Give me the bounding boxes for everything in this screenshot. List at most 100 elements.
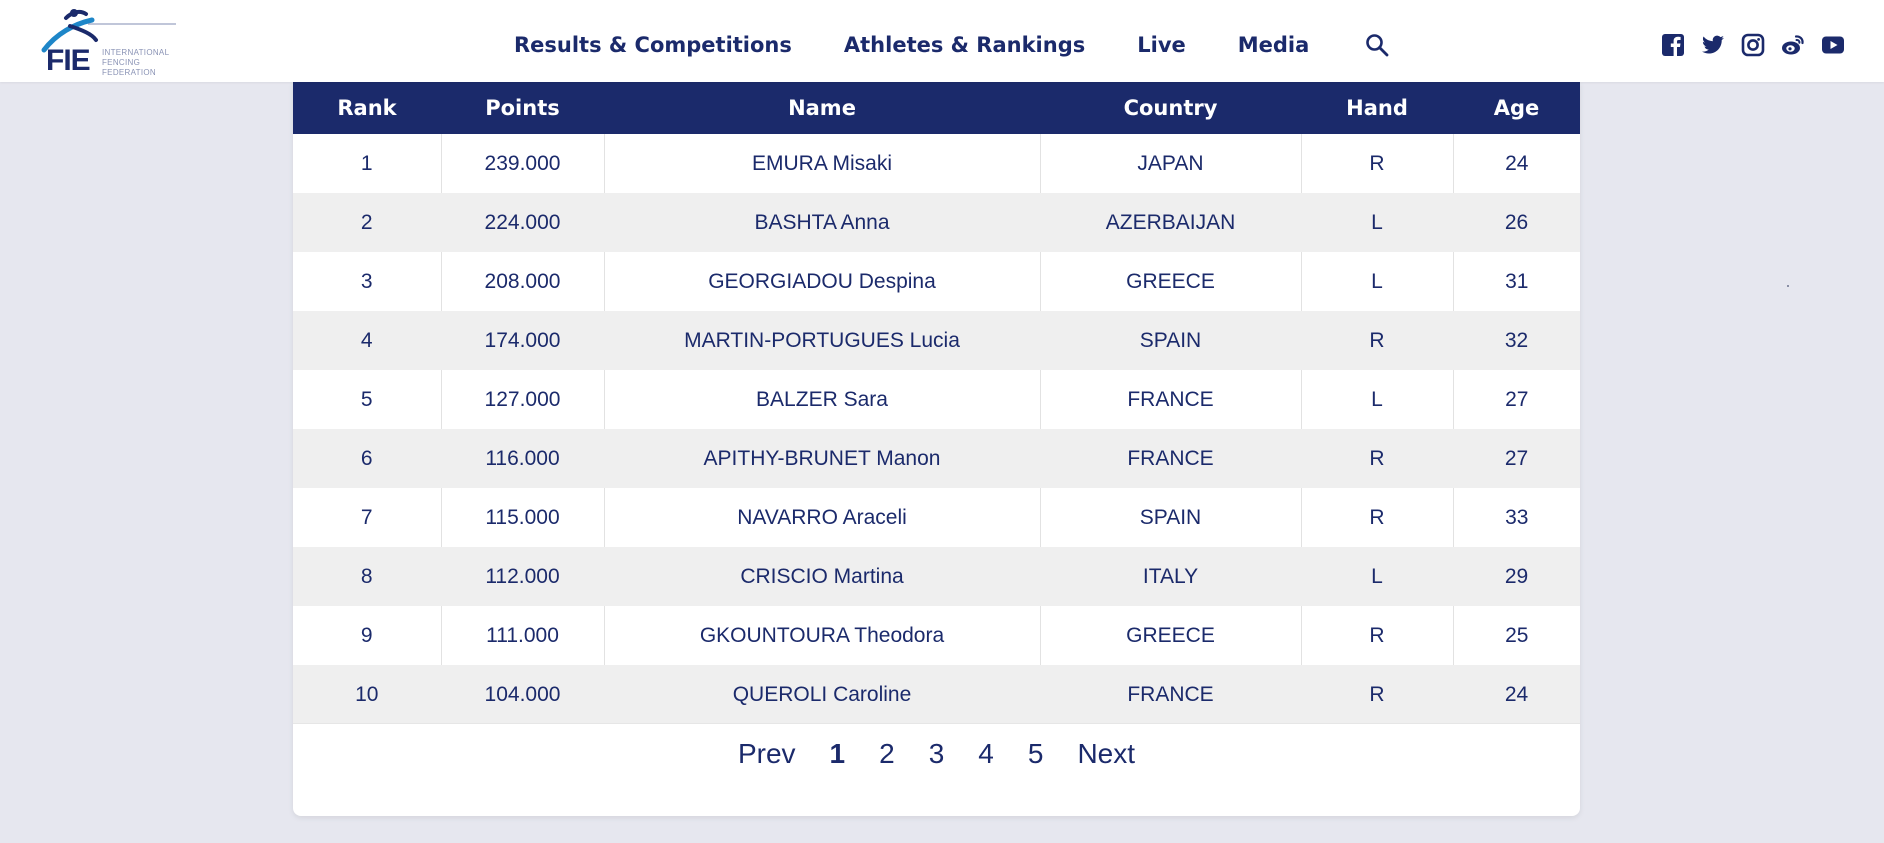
cell-rank: 4 [293,311,442,370]
cell-age: 31 [1505,269,1529,293]
twitter-icon[interactable] [1701,33,1725,57]
cell-country: ITALY [1040,547,1302,606]
header-age[interactable]: Age [1493,96,1540,120]
page-link-3[interactable]: 3 [928,738,945,769]
cell-rank: 9 [293,606,442,665]
cell-age: 25 [1505,623,1529,647]
header-points[interactable]: Points [485,96,560,120]
prev-page-link[interactable]: Prev [737,738,796,769]
cell-rank: 5 [293,370,442,429]
table-row[interactable]: 3 208.000 GEORGIADOU Despina GREECE L 31 [293,252,1580,311]
table-row[interactable]: 2 224.000 BASHTA Anna AZERBAIJAN L 26 [293,193,1580,252]
logo-subtitle: INTERNATIONAL FENCING FEDERATION [102,48,169,78]
cell-age: 27 [1453,429,1580,488]
next-page-link[interactable]: Next [1077,738,1136,769]
page-link-2[interactable]: 2 [879,738,895,769]
header-hand[interactable]: Hand [1346,96,1408,120]
cell-age: 29 [1453,547,1580,606]
cell-country: FRANCE [1040,370,1302,429]
cell-name[interactable]: APITHY-BRUNET Manon [604,429,1041,488]
cell-hand: L [1301,547,1454,606]
cell-rank: 3 [293,252,442,311]
site-header: FIE INTERNATIONAL FENCING FEDERATION Res… [0,0,1884,82]
cell-name[interactable]: MARTIN-PORTUGUES Lucia [604,311,1041,370]
table-row[interactable]: 10 104.000 QUEROLI Caroline FRANCE R 24 [293,665,1580,724]
header-rank[interactable]: Rank [337,96,397,120]
cell-rank: 10 [293,665,442,724]
cell-points: 174.000 [441,311,605,370]
youtube-icon[interactable] [1821,33,1845,57]
pagination: Prev 1 2 3 4 5 Next [293,723,1580,784]
table-row[interactable]: 1 239.000 EMURA Misaki JAPAN R 24 [293,134,1580,193]
cell-country: FRANCE [1040,429,1302,488]
logo-line-2: FENCING [102,58,141,67]
cell-hand: R [1301,429,1454,488]
cell-hand: R [1301,134,1454,193]
cell-name[interactable]: GEORGIADOU Despina [604,252,1041,311]
header-name[interactable]: Name [788,96,856,120]
facebook-icon[interactable] [1661,33,1685,57]
cell-age: 24 [1505,151,1529,175]
cell-hand: R [1301,311,1454,370]
logo-abbr: FIE [46,44,91,77]
cell-name[interactable]: CRISCIO Martina [604,547,1041,606]
table-row[interactable]: 4 174.000 MARTIN-PORTUGUES Lucia SPAIN R… [293,311,1580,370]
cell-country: SPAIN [1040,488,1302,547]
instagram-icon[interactable] [1741,33,1765,57]
rankings-table: Rank Points Name Country Hand Age 1 239.… [293,82,1580,724]
table-row[interactable]: 9 111.000 GKOUNTOURA Theodora GREECE R 2… [293,606,1580,665]
cell-age: 24 [1453,665,1580,724]
fie-logo[interactable]: FIE INTERNATIONAL FENCING FEDERATION [26,6,178,80]
weibo-icon[interactable] [1781,33,1805,57]
cell-country: AZERBAIJAN [1040,193,1302,252]
nav-results-competitions[interactable]: Results & Competitions [514,33,792,57]
cell-name[interactable]: NAVARRO Araceli [604,488,1041,547]
nav-media[interactable]: Media [1237,33,1310,57]
cell-points: 224.000 [441,193,605,252]
nav-athletes-rankings[interactable]: Athletes & Rankings [843,33,1086,57]
cell-points: 111.000 [441,606,605,665]
page-link-5[interactable]: 5 [1027,738,1044,769]
cell-name[interactable]: BALZER Sara [604,370,1041,429]
cell-points: 112.000 [441,547,605,606]
cell-name[interactable]: EMURA Misaki [604,134,1041,193]
cell-points: 127.000 [441,370,605,429]
cell-age: 32 [1453,311,1580,370]
page-link-1[interactable]: 1 [829,738,846,769]
table-row[interactable]: 8 112.000 CRISCIO Martina ITALY L 29 [293,547,1580,606]
cell-rank: 1 [293,134,442,193]
logo-line-1: INTERNATIONAL [102,48,170,57]
cell-rank: 6 [293,429,442,488]
cell-hand: L [1301,193,1454,252]
cell-name[interactable]: BASHTA Anna [604,193,1041,252]
cell-name[interactable]: QUEROLI Caroline [604,665,1041,724]
rankings-table-card: Rank Points Name Country Hand Age 1 239.… [293,82,1580,816]
cell-age: 33 [1505,505,1529,529]
cell-points: 208.000 [441,252,605,311]
cell-hand: R [1301,665,1454,724]
nav-live[interactable]: Live [1137,33,1186,57]
cell-points: 239.000 [441,134,605,193]
logo-line-3: FEDERATION [102,68,156,77]
table-row[interactable]: 7 115.000 NAVARRO Araceli SPAIN R 33 [293,488,1580,547]
social-links [1661,33,1861,57]
cell-country: GREECE [1040,606,1302,665]
cell-country: JAPAN [1040,134,1302,193]
main-nav: Results & Competitions Athletes & Rankin… [514,30,1389,60]
cell-hand: R [1301,606,1454,665]
table-row[interactable]: 5 127.000 BALZER Sara FRANCE L 27 [293,370,1580,429]
cell-rank: 7 [293,488,442,547]
header-country[interactable]: Country [1123,96,1218,120]
search-icon[interactable] [1365,33,1389,57]
cell-hand: R [1301,488,1454,547]
cell-country: SPAIN [1040,311,1302,370]
table-row[interactable]: 6 116.000 APITHY-BRUNET Manon FRANCE R 2… [293,429,1580,488]
background-dot [1787,285,1789,287]
cell-country: FRANCE [1040,665,1302,724]
cell-name[interactable]: GKOUNTOURA Theodora [604,606,1041,665]
cell-points: 115.000 [441,488,605,547]
cell-age: 26 [1453,193,1580,252]
cell-hand: L [1301,252,1454,311]
cell-country: GREECE [1040,252,1302,311]
page-link-4[interactable]: 4 [978,738,994,769]
